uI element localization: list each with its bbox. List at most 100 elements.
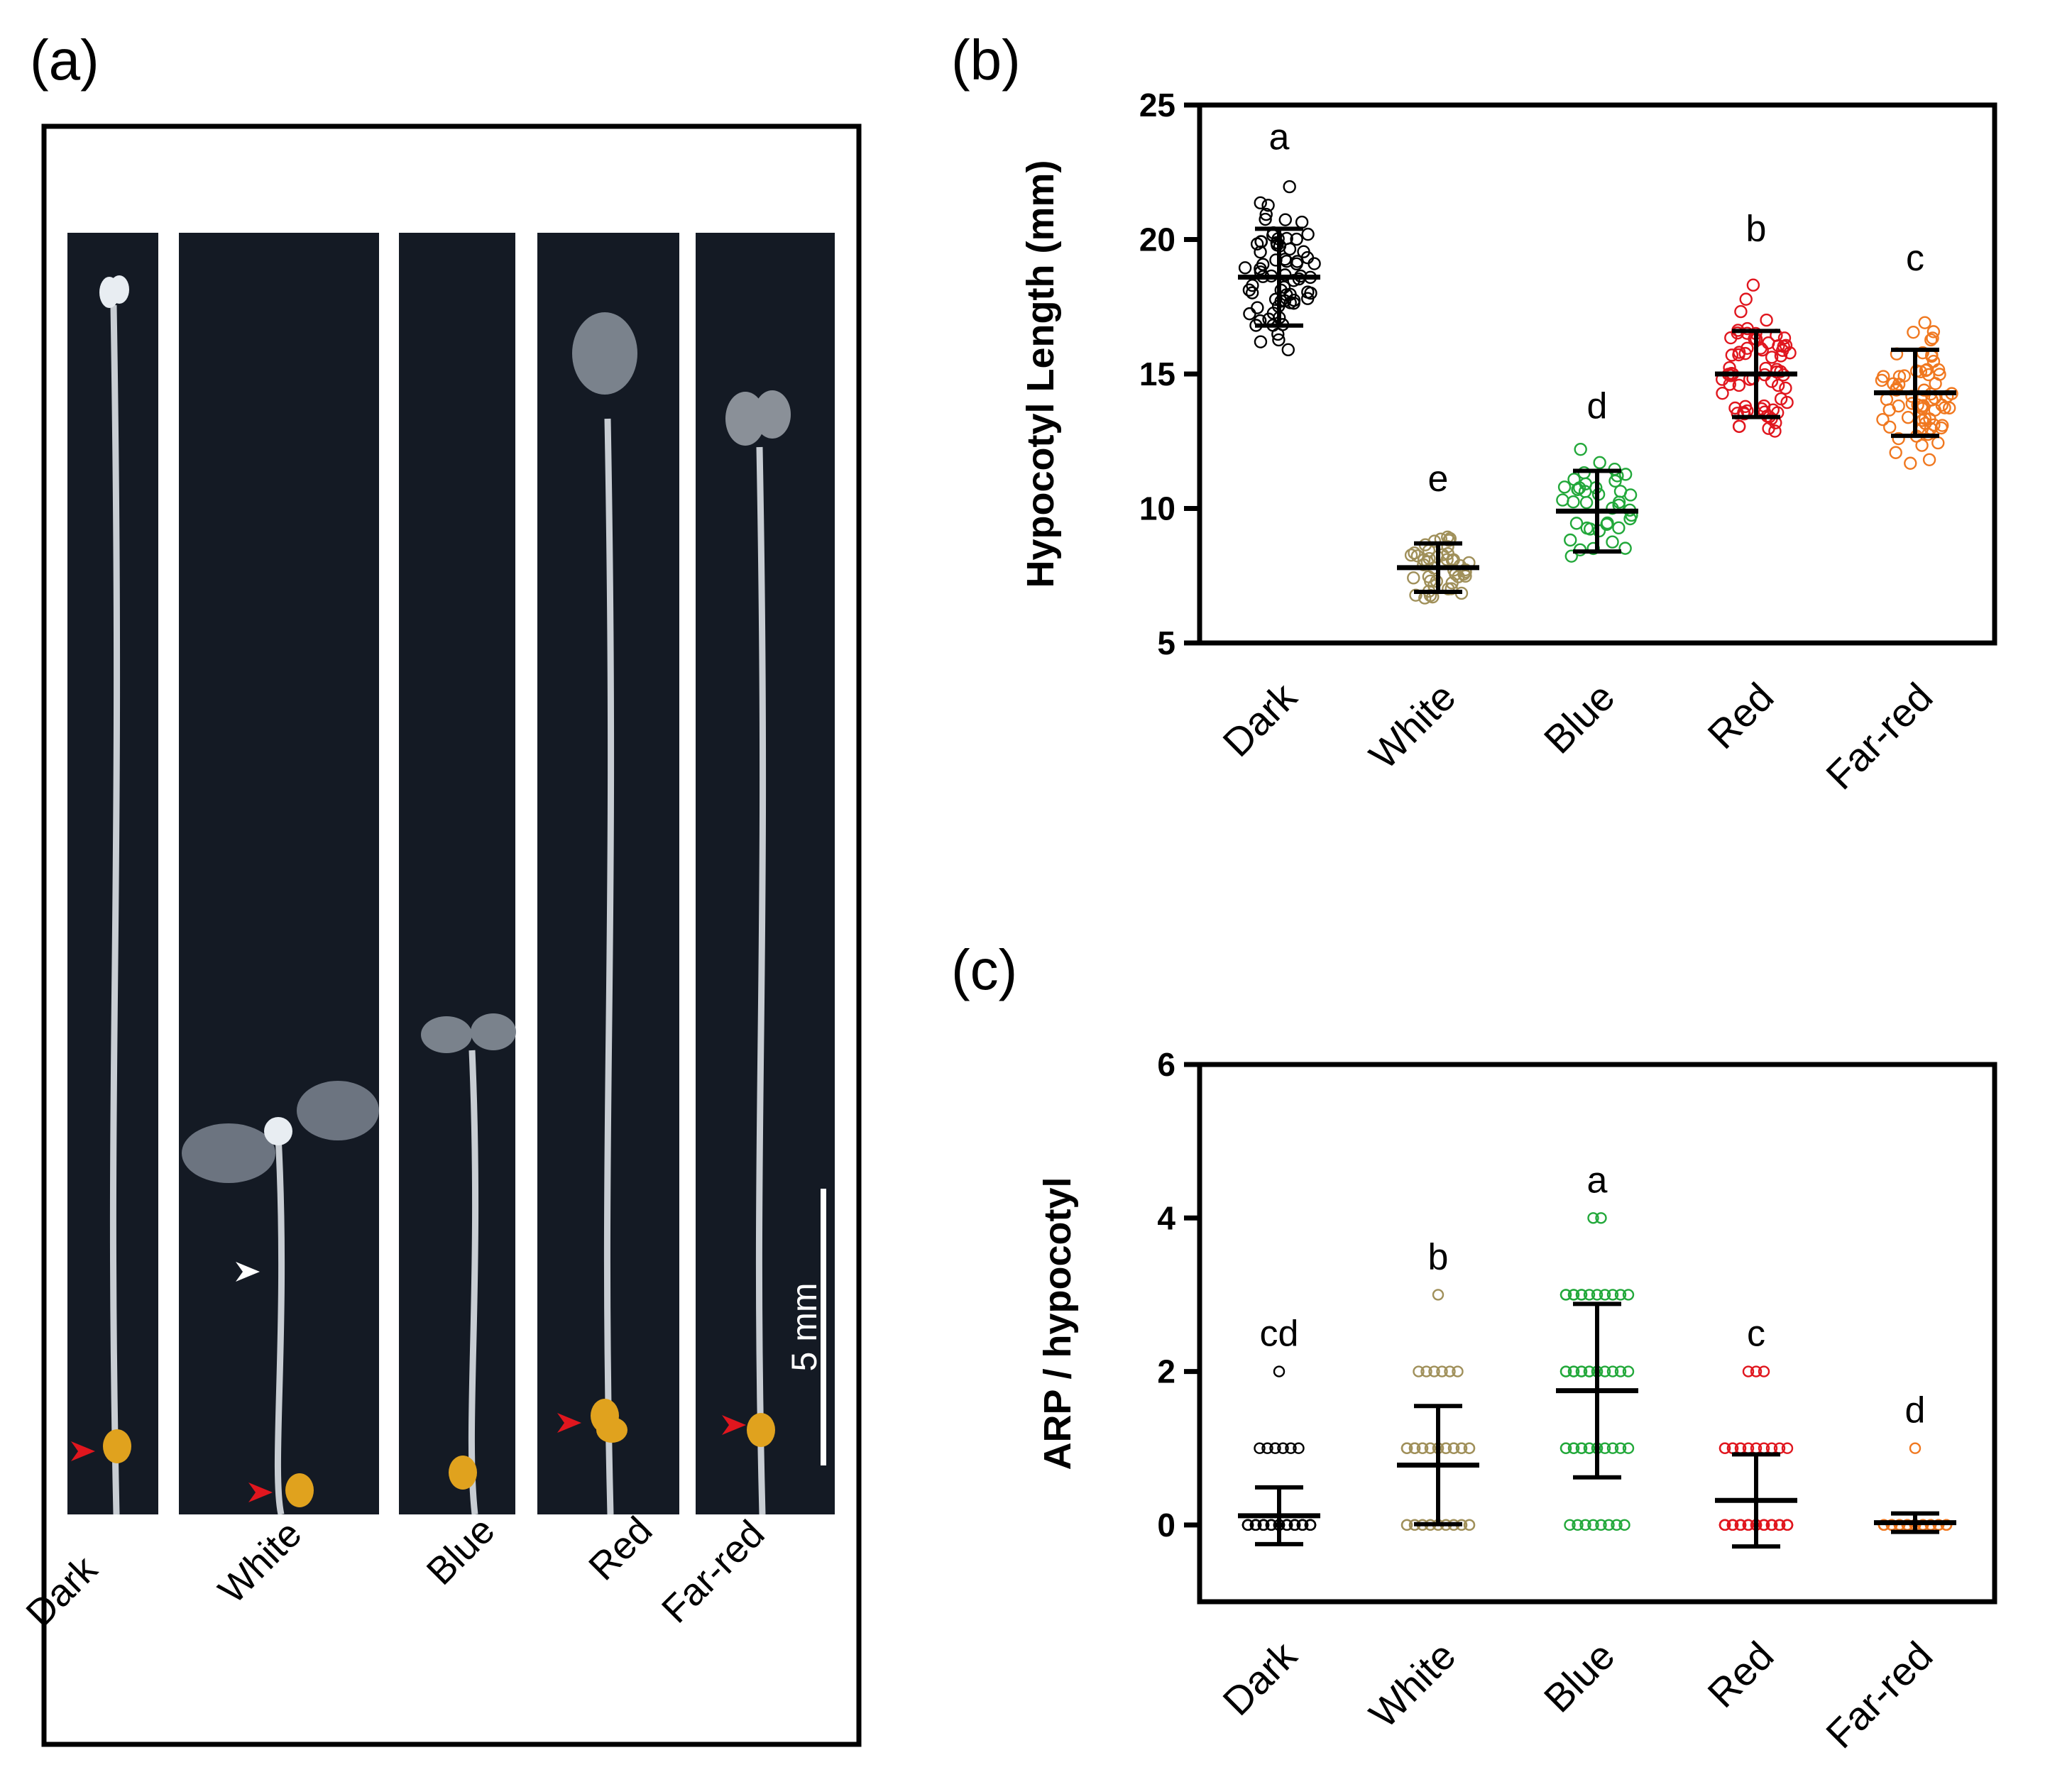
data-point-red [1726, 1519, 1739, 1531]
data-point-far-red [1918, 316, 1931, 329]
data-point-white [1417, 558, 1430, 571]
seed-far-red [747, 1413, 775, 1447]
data-point-dark [1273, 1365, 1286, 1377]
data-point-white [1452, 1365, 1464, 1377]
data-point-dark [1259, 207, 1273, 221]
significance-letter-white: e [1428, 458, 1449, 500]
data-point-dark [1246, 279, 1259, 292]
data-point-red [1777, 331, 1792, 345]
y-tick-label-20: 20 [1139, 221, 1175, 258]
data-point-dark [1254, 335, 1268, 348]
data-point-red [1742, 1519, 1755, 1531]
data-point-red [1734, 304, 1748, 319]
data-point-white [1404, 549, 1418, 562]
data-point-dark [1290, 257, 1303, 271]
seedling-photo-strips [67, 233, 835, 1515]
data-point-dark [1270, 236, 1283, 250]
data-point-far-red [1892, 399, 1905, 413]
x-category-label-dark: Dark [1214, 673, 1305, 765]
data-point-red [1773, 1519, 1786, 1531]
seed-white [285, 1473, 314, 1507]
data-point-red [1746, 278, 1760, 292]
data-point-dark [1283, 180, 1296, 194]
data-point-red [1725, 348, 1739, 362]
data-point-dark [1290, 232, 1303, 246]
data-point-dark [1241, 1519, 1254, 1531]
significance-letter-dark: cd [1260, 1314, 1299, 1355]
cotyledon-far-red-2 [754, 390, 791, 439]
data-point-dark [1288, 1519, 1301, 1531]
data-point-blue [1612, 521, 1626, 535]
data-point-far-red [1922, 453, 1936, 467]
data-point-red [1768, 424, 1782, 438]
data-point-blue [1623, 488, 1638, 502]
data-point-blue [1622, 1365, 1635, 1377]
data-point-red [1739, 292, 1753, 306]
data-point-dark [1304, 1519, 1317, 1531]
data-point-red [1750, 1365, 1763, 1377]
data-point-blue [1618, 541, 1632, 555]
data-point-red [1719, 1519, 1731, 1531]
cotyledon-white [182, 1123, 275, 1183]
x-category-label-dark: Dark [1214, 1632, 1305, 1724]
data-point-dark [1281, 343, 1295, 357]
data-point-dark [1245, 286, 1259, 299]
data-point-blue [1579, 495, 1594, 510]
data-point-dark [1251, 301, 1264, 314]
data-point-dark [1254, 1442, 1266, 1454]
panel-label-b: (b) [951, 28, 1021, 92]
data-point-white [1410, 549, 1425, 563]
data-point-blue [1595, 1212, 1607, 1224]
data-point-red [1757, 399, 1771, 413]
data-point-far-red [1924, 333, 1938, 347]
x-category-label-far-red: Far-red [1817, 674, 1941, 798]
data-point-white [1413, 1365, 1425, 1377]
data-point-red [1777, 339, 1790, 353]
seedling-stem-red [603, 418, 615, 1515]
data-point-dark [1295, 215, 1309, 229]
data-point-far-red [1917, 399, 1930, 412]
significance-letter-red: c [1747, 1314, 1765, 1355]
y-tick-label-4: 4 [1157, 1199, 1175, 1236]
data-point-far-red [1892, 370, 1907, 383]
photo-panel: Dark White Blue Red Far-red 5 mm [18, 123, 862, 1747]
chart-c-y-axis: 0 2 4 6 Dark White Blue Red Far-red [1157, 1046, 1941, 1756]
data-point-red [1732, 348, 1745, 362]
data-point-blue [1600, 517, 1613, 532]
x-category-label-red: Red [1699, 1633, 1782, 1716]
x-category-label-blue: Blue [1535, 1633, 1623, 1721]
data-point-dark [1238, 261, 1252, 275]
data-point-white [1452, 570, 1465, 583]
panel-label-a: (a) [30, 28, 99, 92]
cotyledon-blue [421, 1016, 472, 1053]
data-point-blue [1618, 1519, 1630, 1531]
data-point-red [1719, 1442, 1731, 1454]
data-point-red [1742, 1365, 1755, 1377]
data-point-white [1409, 588, 1423, 602]
data-point-blue [1587, 1519, 1599, 1531]
data-point-dark [1301, 292, 1315, 305]
y-tick-label-2: 2 [1157, 1353, 1175, 1390]
data-point-blue [1606, 1442, 1619, 1454]
seed-blue [449, 1456, 477, 1490]
data-point-red [1781, 1519, 1794, 1531]
data-point-red [1765, 375, 1779, 388]
data-point-dark [1281, 1519, 1293, 1531]
data-point-red [1758, 1519, 1770, 1531]
data-point-blue [1556, 493, 1569, 507]
data-point-blue [1606, 1365, 1619, 1377]
data-point-dark [1250, 237, 1264, 251]
data-point-far-red [1875, 373, 1889, 387]
data-point-red [1774, 392, 1788, 406]
data-point-blue [1583, 1365, 1596, 1377]
data-point-far-red [1909, 1442, 1922, 1454]
chart-c-ylabel: ARP / hypocotyl [1036, 1177, 1079, 1470]
x-category-label-blue: Blue [1535, 674, 1623, 762]
data-point-blue [1591, 1289, 1604, 1301]
data-point-blue [1603, 1519, 1615, 1531]
data-point-far-red [1901, 411, 1915, 424]
data-point-red [1781, 1442, 1794, 1454]
